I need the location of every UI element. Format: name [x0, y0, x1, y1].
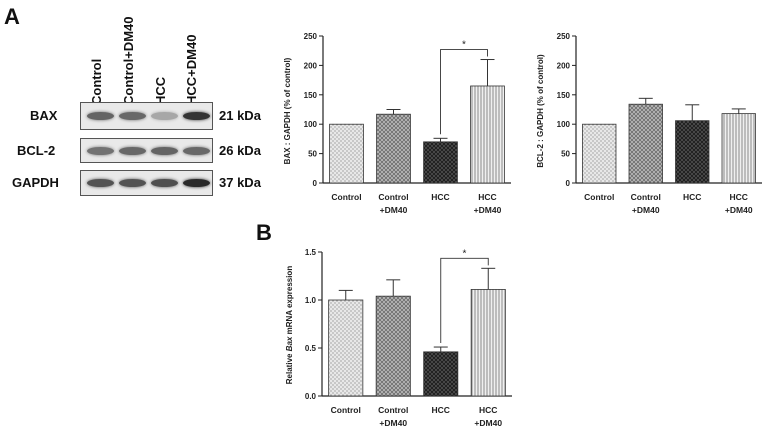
- category-label-bcl2-2-0: HCC: [683, 192, 701, 202]
- panel-b-label: B: [256, 220, 272, 245]
- band-bax-lane-3: [151, 112, 178, 120]
- y-tick-label-bcl2-1: 50: [561, 150, 570, 159]
- band-gapdh-lane-1: [87, 179, 114, 187]
- category-label-bcl2-3-1: +DM40: [725, 205, 753, 215]
- band-bax-lane-2: [119, 112, 146, 120]
- category-label-bcl2-1-1: +DM40: [632, 205, 660, 215]
- category-label-mrna-3-0: HCC: [479, 405, 497, 415]
- category-label-bax-0-0: Control: [331, 192, 361, 202]
- band-bcl2-lane-3: [151, 146, 178, 155]
- y-tick-label-bax-1: 50: [308, 150, 317, 159]
- panel-a-label: A: [4, 4, 20, 29]
- bar-mrna-1: [375, 295, 411, 397]
- y-tick-label-bcl2-3: 150: [557, 91, 571, 100]
- category-label-mrna-2-0: HCC: [432, 405, 450, 415]
- y-axis-label-mrna: Relative Bax mRNA expression: [285, 266, 294, 385]
- band-gapdh-lane-3: [151, 179, 178, 187]
- y-tick-label-bax-2: 100: [304, 120, 318, 129]
- bar-bax-2: [423, 141, 458, 184]
- y-tick-label-mrna-1: 0.5: [305, 344, 317, 353]
- category-label-bcl2-3-0: HCC: [730, 192, 748, 202]
- bar-mrna-0: [328, 299, 364, 397]
- band-name-bax: BAX: [30, 108, 58, 123]
- band-gapdh-lane-2: [119, 179, 146, 187]
- bar-bcl2-1: [628, 103, 663, 184]
- band-name-gapdh: GAPDH: [12, 175, 59, 190]
- band-bcl2-lane-1: [87, 146, 114, 155]
- y-tick-label-bax-0: 0: [313, 179, 318, 188]
- bar-bax-1: [376, 113, 411, 184]
- significance-star-bax: *: [462, 40, 466, 51]
- y-tick-label-bcl2-2: 100: [557, 120, 571, 129]
- y-axis-label-bax: BAX : GAPDH (% of control): [283, 57, 292, 164]
- kda-bax: 21 kDa: [219, 108, 261, 123]
- blot-strip-gapdh: [80, 170, 213, 196]
- category-label-mrna-3-1: +DM40: [474, 418, 502, 428]
- kda-bcl2: 26 kDa: [219, 143, 261, 158]
- bar-bcl2-2: [675, 120, 710, 184]
- bar-bcl2-0: [582, 123, 617, 184]
- category-label-bcl2-1-0: Control: [631, 192, 661, 202]
- y-tick-label-bcl2-4: 200: [557, 61, 571, 70]
- y-tick-label-bax-3: 150: [304, 91, 318, 100]
- y-tick-label-mrna-3: 1.5: [305, 248, 317, 257]
- y-tick-label-mrna-0: 0.0: [305, 392, 317, 401]
- chart-bcl2: 0 50 100 150 200 250 BCL-2 : GAPDH (% of contr…: [536, 32, 762, 215]
- significance-bracket-bax: [440, 49, 488, 135]
- category-label-mrna-1-0: Control: [378, 405, 408, 415]
- y-tick-label-bax-4: 200: [304, 61, 318, 70]
- category-label-mrna-1-1: +DM40: [379, 418, 407, 428]
- bar-bax-0: [329, 123, 364, 184]
- bar-mrna-2: [423, 351, 459, 397]
- band-bcl2-lane-4: [183, 146, 210, 155]
- category-label-bax-1-1: +DM40: [380, 205, 408, 215]
- blot-strip-bcl2: [80, 138, 213, 163]
- band-bax-lane-1: [87, 112, 114, 120]
- category-label-bax-3-0: HCC: [478, 192, 496, 202]
- significance-star-mrna: *: [463, 248, 467, 259]
- y-tick-label-mrna-2: 1.0: [305, 296, 317, 305]
- y-tick-label-bax-5: 250: [304, 32, 318, 41]
- chart-bax: 0 50 100 150 200 250 BAX : GAPDH (% of control…: [283, 32, 511, 215]
- category-label-bcl2-0-0: Control: [584, 192, 614, 202]
- bar-bcl2-3: [721, 113, 756, 184]
- y-tick-label-bcl2-0: 0: [566, 179, 571, 188]
- kda-gapdh: 37 kDa: [219, 175, 261, 190]
- band-name-bcl2: BCL-2: [17, 143, 56, 158]
- y-tick-label-bcl2-5: 250: [557, 32, 571, 41]
- bar-bax-3: [470, 85, 505, 184]
- category-label-bax-1-0: Control: [378, 192, 408, 202]
- y-axis-label-bcl2: BCL-2 : GAPDH (% of control): [536, 54, 545, 168]
- western-blot: Control Control+DM40 HCC HCC+DM40 BAX BC…: [0, 0, 290, 230]
- band-bax-lane-4: [183, 112, 210, 120]
- bar-mrna-3: [470, 289, 506, 397]
- band-gapdh-lane-4: [183, 179, 210, 187]
- blot-strip-bax: [80, 102, 213, 130]
- category-label-bax-3-1: +DM40: [474, 205, 502, 215]
- category-label-bax-2-0: HCC: [431, 192, 449, 202]
- category-label-mrna-0-0: Control: [331, 405, 361, 415]
- chart-mrna: 0.0 0.5 1.0 1.5 Relative Bax mRNA expression…: [285, 248, 512, 428]
- significance-bracket-mrna: [440, 257, 489, 344]
- band-bcl2-lane-2: [119, 146, 146, 155]
